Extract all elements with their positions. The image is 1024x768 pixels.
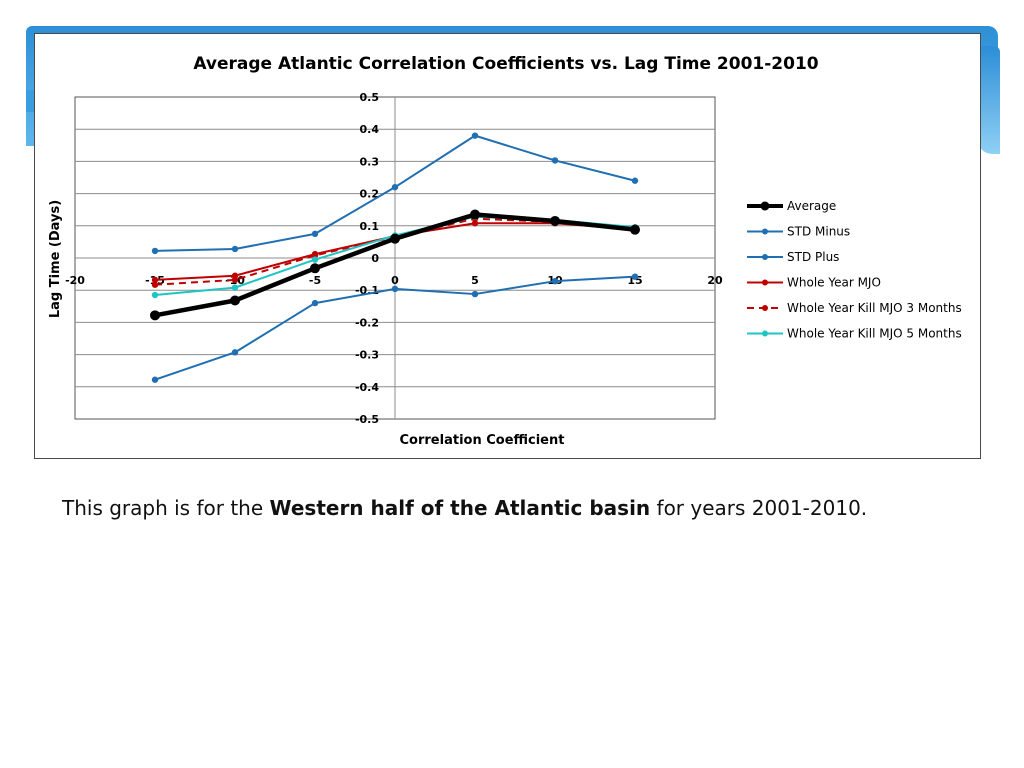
data-point bbox=[630, 224, 640, 235]
caption-prefix: This graph is for the bbox=[62, 496, 270, 520]
slide-caption: This graph is for the Western half of th… bbox=[62, 496, 867, 520]
data-point bbox=[471, 132, 479, 139]
legend-label: Average bbox=[787, 199, 836, 213]
data-point bbox=[551, 277, 559, 285]
y-tick-label: -0.4 bbox=[355, 381, 379, 394]
legend-swatch-marker bbox=[762, 305, 768, 311]
data-point bbox=[311, 230, 319, 238]
y-tick-label: 0.3 bbox=[360, 155, 380, 168]
y-tick-label: -0.5 bbox=[355, 413, 379, 426]
y-tick-label: 0.2 bbox=[360, 188, 380, 201]
data-point bbox=[391, 183, 399, 191]
data-point bbox=[150, 310, 160, 321]
data-point bbox=[470, 209, 480, 220]
data-point bbox=[311, 256, 319, 263]
data-point bbox=[151, 276, 159, 284]
data-point bbox=[151, 376, 159, 383]
data-point bbox=[390, 233, 400, 244]
line-chart: Average Atlantic Correlation Coefficient… bbox=[48, 54, 962, 448]
data-point bbox=[550, 215, 560, 226]
data-point bbox=[391, 285, 399, 293]
data-point bbox=[471, 220, 479, 227]
y-tick-label: 0.1 bbox=[360, 220, 380, 233]
data-point bbox=[231, 349, 239, 356]
data-point bbox=[631, 273, 639, 280]
legend-label: Whole Year MJO bbox=[787, 276, 881, 290]
legend-swatch-marker bbox=[762, 254, 768, 260]
legend-label: Whole Year Kill MJO 5 Months bbox=[787, 327, 962, 341]
data-point bbox=[471, 290, 479, 298]
chart-frame: Average Atlantic Correlation Coefficient… bbox=[34, 33, 981, 459]
x-tick-label: -20 bbox=[65, 274, 85, 287]
legend-swatch-marker bbox=[762, 330, 768, 337]
legend-swatch-marker bbox=[760, 201, 770, 211]
data-point bbox=[230, 295, 240, 306]
data-point bbox=[151, 291, 159, 299]
data-point bbox=[151, 247, 159, 255]
legend-label: STD Plus bbox=[787, 250, 839, 264]
chart-title: Average Atlantic Correlation Coefficient… bbox=[193, 54, 818, 74]
data-point bbox=[310, 263, 320, 274]
x-tick-label: 5 bbox=[471, 274, 479, 287]
x-axis-title: Correlation Coefficient bbox=[400, 433, 565, 448]
data-point bbox=[231, 284, 239, 291]
data-point bbox=[231, 245, 239, 253]
legend-swatch-marker bbox=[762, 279, 768, 286]
y-tick-label: 0.5 bbox=[360, 91, 380, 104]
x-tick-label: -5 bbox=[309, 274, 321, 287]
y-tick-label: -0.2 bbox=[355, 316, 379, 329]
y-axis-title: Lag Time (Days) bbox=[48, 200, 63, 318]
y-tick-label: 0 bbox=[371, 252, 379, 265]
legend-swatch-marker bbox=[762, 228, 768, 235]
data-point bbox=[231, 276, 239, 284]
data-point bbox=[151, 281, 159, 288]
header-decoration-right bbox=[978, 46, 1000, 154]
data-point bbox=[631, 177, 639, 184]
data-point bbox=[551, 157, 559, 164]
y-tick-label: -0.3 bbox=[355, 349, 379, 362]
caption-suffix: for years 2001-2010. bbox=[650, 496, 868, 520]
header-decoration-left bbox=[26, 90, 36, 112]
caption-emphasis: Western half of the Atlantic basin bbox=[269, 496, 651, 520]
legend-label: Whole Year Kill MJO 3 Months bbox=[787, 301, 962, 315]
x-tick-label: 20 bbox=[707, 274, 723, 287]
data-point bbox=[311, 299, 319, 307]
y-tick-label: 0.4 bbox=[360, 123, 380, 136]
x-tick-label: 0 bbox=[391, 274, 399, 287]
legend-label: STD Minus bbox=[787, 225, 850, 239]
